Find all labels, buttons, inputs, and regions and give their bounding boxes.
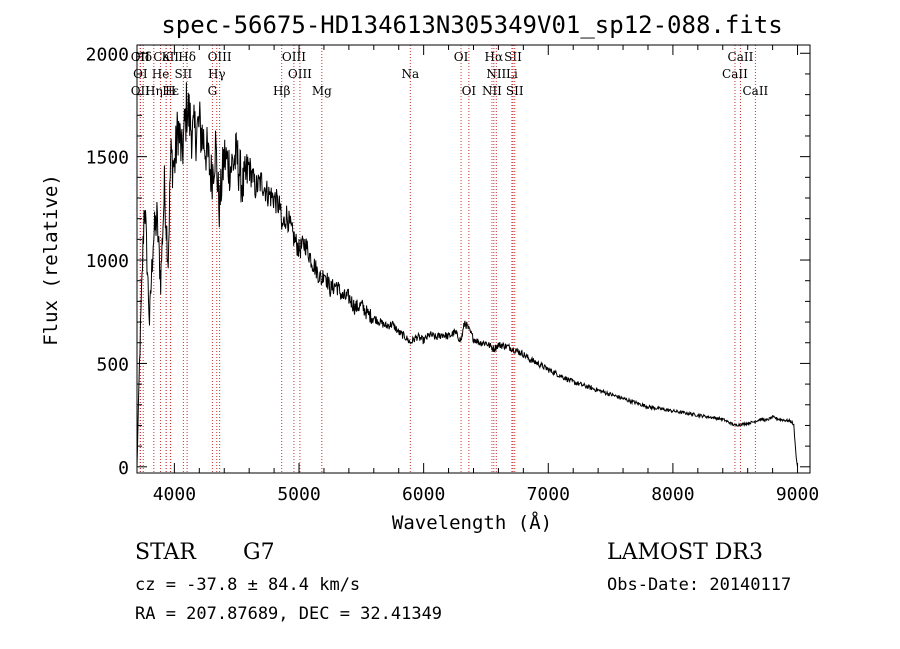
line-label-29: SII (506, 84, 524, 98)
line-label-14: SII (175, 67, 193, 81)
spectrum-series (136, 82, 798, 467)
redshift-text: cz = -37.8 ± 84.4 km/s (135, 575, 361, 595)
x-tick-label-7000: 7000 (527, 484, 570, 505)
coordinates-text: RA = 207.87689, DEC = 32.41349 (135, 604, 443, 624)
x-tick-label-9000: 9000 (776, 484, 819, 505)
line-label-8: OI (454, 50, 469, 64)
spectrum-line (136, 82, 798, 467)
x-tick-label-5000: 5000 (277, 484, 320, 505)
line-label-7: OIII (282, 50, 306, 64)
line-label-19: Li (506, 67, 518, 81)
x-tick-label-6000: 6000 (402, 484, 445, 505)
y-axis-label: Flux (relative) (40, 174, 62, 346)
line-label-23: H (165, 84, 175, 98)
y-tick-label-1000: 1000 (86, 251, 129, 272)
line-label-25: Hβ (273, 84, 290, 98)
line-label-13: He (152, 67, 170, 81)
line-label-6: OIII (208, 50, 232, 64)
line-label-26: Mg (312, 84, 332, 98)
line-label-11: CaII (728, 50, 754, 64)
line-label-22: Hη (145, 84, 163, 98)
line-label-28: NII (482, 84, 502, 98)
line-label-18: NII (486, 67, 506, 81)
line-label-21: OII (131, 84, 151, 98)
spectral-subclass: G7 (243, 540, 275, 565)
axes: 4000 5000 6000 7000 8000 9000 0 500 1000 1500 2000 (86, 44, 820, 505)
spectral-line-markers: CaIIOIIHεHδKHδOIIIOIIIOIHαSIICaIIOIHeSII… (131, 45, 769, 473)
survey-name: LAMOST DR3 (607, 540, 763, 565)
line-label-20: CaII (722, 67, 748, 81)
line-label-30: CaII (742, 84, 768, 98)
x-tick-label-4000: 4000 (153, 484, 196, 505)
y-tick-label-2000: 2000 (86, 44, 129, 65)
line-label-17: Na (401, 67, 419, 81)
obs-date-text: Obs-Date: 20140117 (607, 575, 792, 595)
line-label-15: Hγ (208, 67, 226, 81)
line-label-10: SII (504, 50, 522, 64)
line-label-5: Hδ (178, 50, 196, 64)
line-label-4: K (162, 50, 172, 64)
chart-title: spec-56675-HD134613N305349V01_sp12-088.f… (161, 11, 782, 39)
y-tick-label-0: 0 (118, 458, 129, 479)
x-axis-label: Wavelength (Å) (392, 511, 552, 534)
line-label-16: OIII (288, 67, 312, 81)
line-label-24: G (208, 84, 218, 98)
y-tick-label-500: 500 (96, 354, 129, 375)
line-label-9: Hα (485, 50, 504, 64)
x-tick-label-8000: 8000 (651, 484, 694, 505)
object-class: STAR (135, 540, 196, 565)
y-tick-label-1500: 1500 (86, 148, 129, 169)
plot-frame (136, 44, 811, 474)
line-label-27: OI (462, 84, 477, 98)
